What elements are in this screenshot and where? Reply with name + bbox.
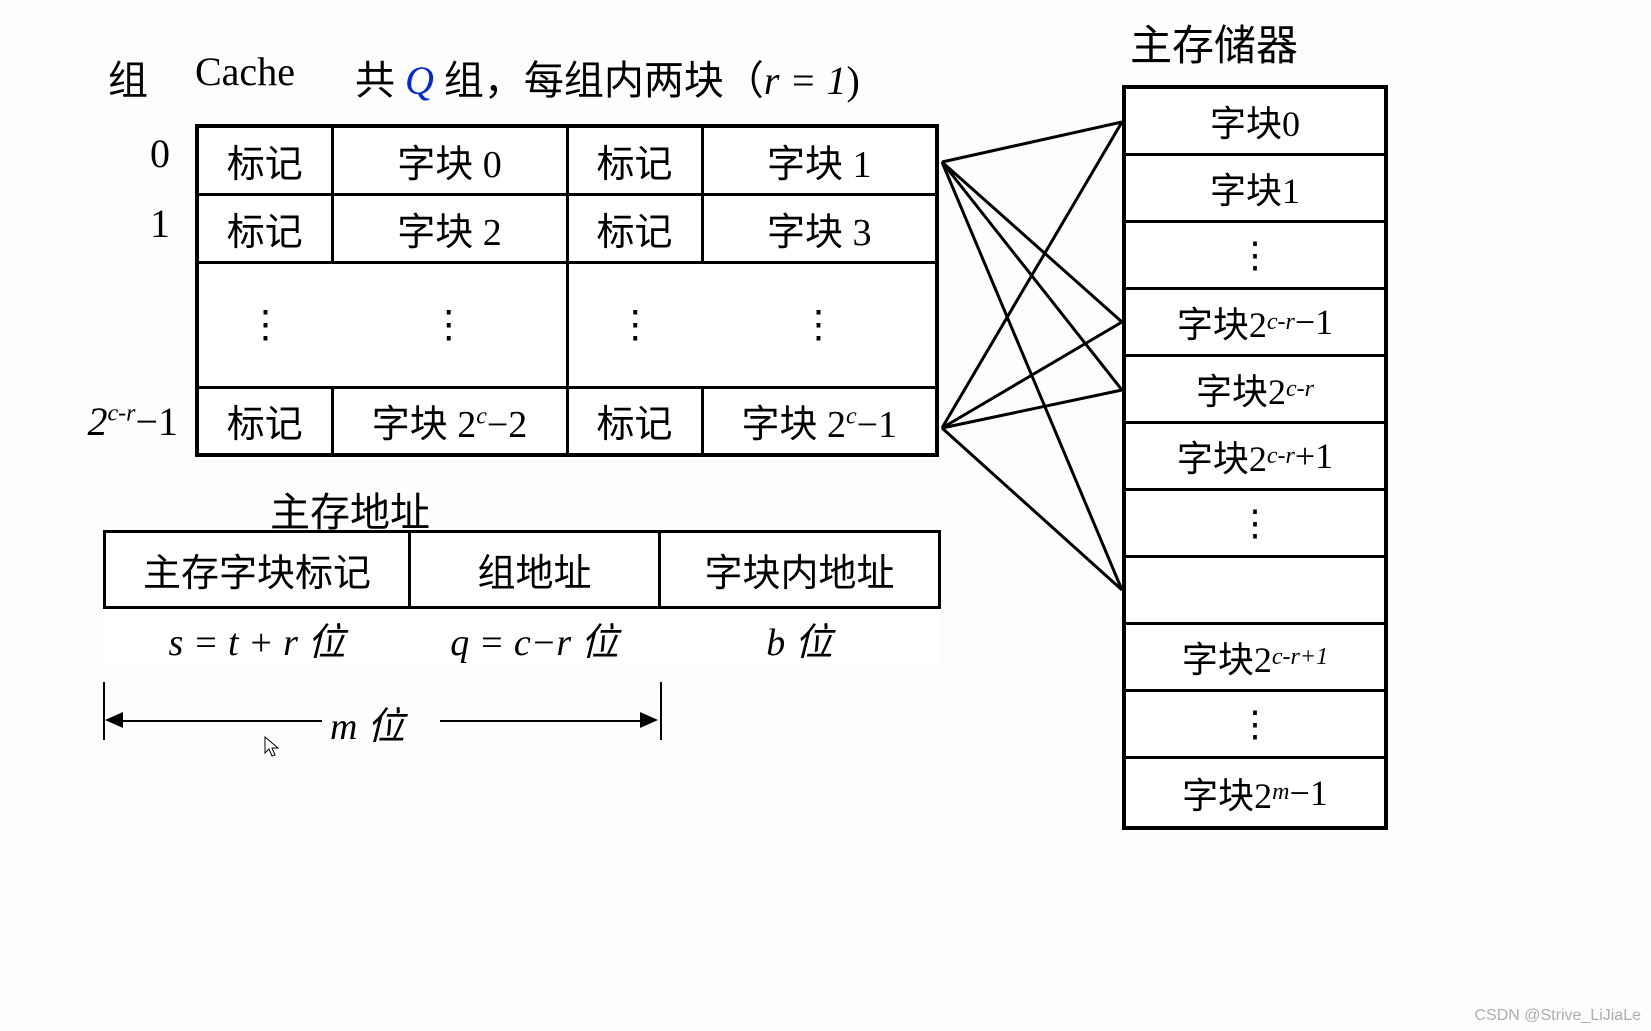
header-Q: Q bbox=[405, 58, 434, 103]
addr-c1: 组地址 bbox=[410, 532, 660, 608]
mm-column: 字块0 字块1 ⋮ 字块2c-r −1 字块2c-r 字块2c-r +1 ⋮ 字… bbox=[1122, 85, 1388, 830]
cache-r0c0: 标记 bbox=[197, 126, 332, 194]
mm-cell-4: 字块2c-r bbox=[1126, 357, 1384, 424]
grp-label-1: 1 bbox=[60, 200, 170, 247]
addr-c2: 字块内地址 bbox=[660, 532, 940, 608]
cache-r1c0: 标记 bbox=[197, 194, 332, 262]
grp-label-0: 0 bbox=[60, 130, 170, 177]
mm-cell-1: 字块1 bbox=[1126, 156, 1384, 223]
mm-cell-7 bbox=[1126, 558, 1384, 625]
tick-left bbox=[103, 682, 105, 740]
cache-r0c3: 字块 1 bbox=[702, 126, 937, 194]
cache-r3c2: 标记 bbox=[567, 387, 702, 455]
mm-cell-3: 字块2c-r −1 bbox=[1126, 290, 1384, 357]
addr-f2: b 位 bbox=[660, 608, 940, 668]
m-label: m 位 bbox=[330, 695, 405, 750]
header-group-char: 组 bbox=[108, 48, 148, 106]
addr-row: 主存字块标记 组地址 字块内地址 bbox=[105, 532, 940, 608]
grp-label-last: 2c-r−1 bbox=[0, 398, 178, 445]
arrow-line-left bbox=[122, 720, 322, 722]
arrow-line-right bbox=[440, 720, 640, 722]
cache-r1c1: 字块 2 bbox=[332, 194, 567, 262]
cache-r2c2: ⋮ bbox=[567, 262, 702, 387]
addr-c0: 主存字块标记 bbox=[105, 532, 410, 608]
cache-r2c3: ⋮ bbox=[702, 262, 937, 387]
addr-foot: s = t + r 位 q = c−r 位 b 位 bbox=[105, 608, 940, 668]
addr-f1: q = c−r 位 bbox=[410, 608, 660, 668]
addr-table-wrap: 主存字块标记 组地址 字块内地址 s = t + r 位 q = c−r 位 b… bbox=[103, 530, 941, 668]
cache-table-wrap: 标记 字块 0 标记 字块 1 标记 字块 2 标记 字块 3 ⋮ ⋮ ⋮ ⋮ … bbox=[195, 124, 939, 457]
header-rest: 共 Q 组，每组内两块（r = 1) bbox=[355, 48, 860, 106]
cache-row-dots: ⋮ ⋮ ⋮ ⋮ bbox=[197, 262, 937, 387]
cursor-icon bbox=[264, 736, 280, 758]
addr-table: 主存字块标记 组地址 字块内地址 s = t + r 位 q = c−r 位 b… bbox=[103, 530, 941, 668]
header-middle: 组，每组内两块（ bbox=[434, 58, 764, 103]
mm-cell-2: ⋮ bbox=[1126, 223, 1384, 290]
cache-table: 标记 字块 0 标记 字块 1 标记 字块 2 标记 字块 3 ⋮ ⋮ ⋮ ⋮ … bbox=[195, 124, 939, 457]
header-r: r = 1 bbox=[764, 58, 847, 103]
arrow-head-left bbox=[105, 712, 123, 728]
cache-r0c2: 标记 bbox=[567, 126, 702, 194]
cache-row-1: 标记 字块 2 标记 字块 3 bbox=[197, 194, 937, 262]
cache-r1c2: 标记 bbox=[567, 194, 702, 262]
cache-r3c0: 标记 bbox=[197, 387, 332, 455]
cache-r2c0: ⋮ bbox=[197, 262, 332, 387]
cache-r1c3: 字块 3 bbox=[702, 194, 937, 262]
tick-right bbox=[660, 682, 662, 740]
header-cache: Cache bbox=[195, 48, 295, 95]
mm-cell-5: 字块2c-r +1 bbox=[1126, 424, 1384, 491]
mm-cell-0: 字块0 bbox=[1126, 89, 1384, 156]
cache-r2c1: ⋮ bbox=[332, 262, 567, 387]
addr-f0: s = t + r 位 bbox=[105, 608, 410, 668]
watermark: CSDN @Strive_LiJiaLe bbox=[1474, 1007, 1641, 1025]
mm-cell-10: 字块2m −1 bbox=[1126, 759, 1384, 826]
mm-cell-6: ⋮ bbox=[1126, 491, 1384, 558]
cache-r0c1: 字块 0 bbox=[332, 126, 567, 194]
cache-row-0: 标记 字块 0 标记 字块 1 bbox=[197, 126, 937, 194]
cache-row-last: 标记 字块 2c−2 标记 字块 2c−1 bbox=[197, 387, 937, 455]
header-suffix: ) bbox=[846, 58, 859, 103]
arrow-head-right bbox=[640, 712, 658, 728]
mm-cell-8: 字块2c-r+1 bbox=[1126, 625, 1384, 692]
grp-label-expr: 2c-r bbox=[87, 399, 135, 444]
mm-title: 主存储器 bbox=[1130, 12, 1298, 73]
cache-r3c1: 字块 2c−2 bbox=[332, 387, 567, 455]
cache-r3c3: 字块 2c−1 bbox=[702, 387, 937, 455]
mm-cell-9: ⋮ bbox=[1126, 692, 1384, 759]
header-prefix: 共 bbox=[355, 58, 405, 103]
